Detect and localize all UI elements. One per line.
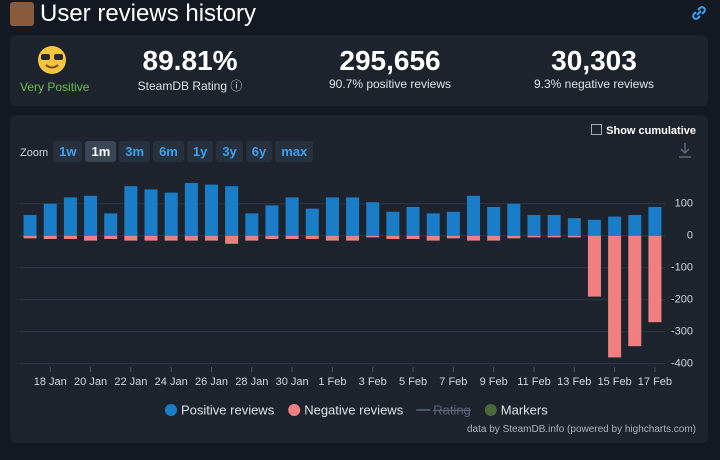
stat-label: 9.3% negative reviews: [533, 77, 655, 91]
page-title: User reviews history: [40, 0, 257, 27]
credits: data by SteamDB.info (powered by highcha…: [467, 424, 696, 435]
stat-label: SteamDB Rating ⓘ: [137, 79, 243, 93]
avatar: [10, 2, 34, 26]
stat-value: 89.81%: [142, 45, 238, 76]
zoom-buttons: 1w 1m 3m 6m 1y 3y 6y max: [53, 141, 316, 162]
zoom-button[interactable]: 6y: [245, 141, 273, 162]
zoom-button[interactable]: max: [275, 141, 314, 162]
link-icon[interactable]: [690, 4, 708, 22]
zoom-button[interactable]: 6m: [153, 141, 184, 162]
stat-label-text: SteamDB Rating: [137, 79, 228, 93]
zoom-button[interactable]: 1y: [186, 141, 214, 162]
cumulative-toggle[interactable]: Show cumulative: [591, 124, 696, 137]
zoom-button[interactable]: 1m: [85, 141, 117, 162]
zoom-button[interactable]: 1w: [53, 141, 83, 162]
rating-text: Very Positive: [20, 80, 90, 94]
stat-value: 295,656: [339, 45, 441, 76]
stat-label: 90.7% positive reviews: [328, 77, 452, 91]
chart-card: Zoom 1w 1m 3m 6m 1y 3y 6y max Show cumulative da…: [10, 115, 708, 443]
zoom-label: Zoom: [20, 147, 49, 159]
zoom-button[interactable]: 3m: [119, 141, 151, 162]
emoji: [38, 46, 66, 74]
stat-value: 30,303: [551, 45, 637, 76]
cumulative-label: Show cumulative: [606, 125, 696, 137]
zoom-button[interactable]: 3y: [216, 141, 243, 162]
zoom-bar: Zoom 1w 1m 3m 6m 1y 3y 6y max: [20, 141, 316, 162]
stats-card: Very Positive 89.81% SteamDB Rating ⓘ 295…: [10, 35, 708, 106]
